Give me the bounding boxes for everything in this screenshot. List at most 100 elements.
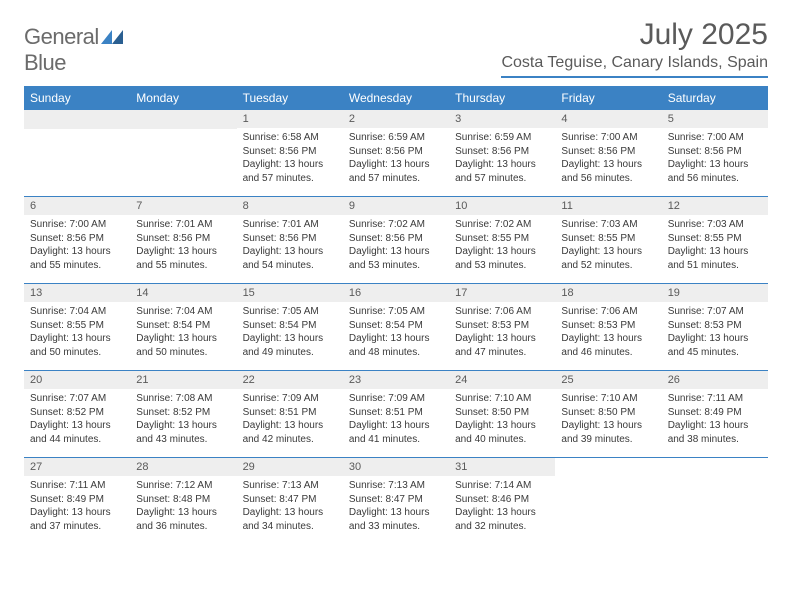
day-cell: 15Sunrise: 7:05 AMSunset: 8:54 PMDayligh… [237,284,343,370]
sunset-text: Sunset: 8:56 PM [668,145,762,159]
sunset-text: Sunset: 8:53 PM [668,319,762,333]
day-number: 19 [662,284,768,302]
day-cell: 10Sunrise: 7:02 AMSunset: 8:55 PMDayligh… [449,197,555,283]
day-number: 18 [555,284,661,302]
day-cell: 23Sunrise: 7:09 AMSunset: 8:51 PMDayligh… [343,371,449,457]
sunset-text: Sunset: 8:53 PM [455,319,549,333]
day-details: Sunrise: 7:03 AMSunset: 8:55 PMDaylight:… [662,215,768,276]
day-details: Sunrise: 7:13 AMSunset: 8:47 PMDaylight:… [343,476,449,537]
day-number: 22 [237,371,343,389]
sunrise-text: Sunrise: 7:06 AM [455,305,549,319]
day-header-tue: Tuesday [237,86,343,110]
sunset-text: Sunset: 8:56 PM [30,232,124,246]
day-details: Sunrise: 7:04 AMSunset: 8:55 PMDaylight:… [24,302,130,363]
daylight-text: Daylight: 13 hours and 36 minutes. [136,506,230,533]
sunrise-text: Sunrise: 7:01 AM [243,218,337,232]
day-details: Sunrise: 7:05 AMSunset: 8:54 PMDaylight:… [237,302,343,363]
daylight-text: Daylight: 13 hours and 55 minutes. [136,245,230,272]
day-number: 12 [662,197,768,215]
daylight-text: Daylight: 13 hours and 55 minutes. [30,245,124,272]
sunset-text: Sunset: 8:50 PM [561,406,655,420]
sunset-text: Sunset: 8:56 PM [243,232,337,246]
day-number [555,458,661,464]
day-details: Sunrise: 7:03 AMSunset: 8:55 PMDaylight:… [555,215,661,276]
day-number: 8 [237,197,343,215]
day-header-fri: Friday [555,86,661,110]
day-number: 28 [130,458,236,476]
sunset-text: Sunset: 8:47 PM [243,493,337,507]
day-number: 24 [449,371,555,389]
day-cell: 21Sunrise: 7:08 AMSunset: 8:52 PMDayligh… [130,371,236,457]
day-header-sat: Saturday [662,86,768,110]
day-cell: 12Sunrise: 7:03 AMSunset: 8:55 PMDayligh… [662,197,768,283]
daylight-text: Daylight: 13 hours and 38 minutes. [668,419,762,446]
sunset-text: Sunset: 8:54 PM [136,319,230,333]
day-cell: 26Sunrise: 7:11 AMSunset: 8:49 PMDayligh… [662,371,768,457]
sunrise-text: Sunrise: 7:08 AM [136,392,230,406]
sunset-text: Sunset: 8:56 PM [349,232,443,246]
sunrise-text: Sunrise: 7:00 AM [668,131,762,145]
sunrise-text: Sunrise: 7:00 AM [30,218,124,232]
day-details: Sunrise: 7:00 AMSunset: 8:56 PMDaylight:… [24,215,130,276]
day-cell: 28Sunrise: 7:12 AMSunset: 8:48 PMDayligh… [130,458,236,544]
logo-text-blue: Blue [24,50,66,75]
day-cell: 16Sunrise: 7:05 AMSunset: 8:54 PMDayligh… [343,284,449,370]
day-number: 10 [449,197,555,215]
day-number: 14 [130,284,236,302]
day-cell: 27Sunrise: 7:11 AMSunset: 8:49 PMDayligh… [24,458,130,544]
day-details: Sunrise: 7:09 AMSunset: 8:51 PMDaylight:… [237,389,343,450]
sunset-text: Sunset: 8:51 PM [243,406,337,420]
day-cell: 14Sunrise: 7:04 AMSunset: 8:54 PMDayligh… [130,284,236,370]
daylight-text: Daylight: 13 hours and 46 minutes. [561,332,655,359]
day-details: Sunrise: 7:04 AMSunset: 8:54 PMDaylight:… [130,302,236,363]
day-number: 1 [237,110,343,128]
daylight-text: Daylight: 13 hours and 42 minutes. [243,419,337,446]
daylight-text: Daylight: 13 hours and 32 minutes. [455,506,549,533]
sunrise-text: Sunrise: 7:13 AM [349,479,443,493]
day-details: Sunrise: 6:58 AMSunset: 8:56 PMDaylight:… [237,128,343,189]
day-number: 17 [449,284,555,302]
sunrise-text: Sunrise: 7:09 AM [349,392,443,406]
daylight-text: Daylight: 13 hours and 45 minutes. [668,332,762,359]
sunrise-text: Sunrise: 7:09 AM [243,392,337,406]
day-header-row: Sunday Monday Tuesday Wednesday Thursday… [24,86,768,110]
daylight-text: Daylight: 13 hours and 54 minutes. [243,245,337,272]
day-cell: 25Sunrise: 7:10 AMSunset: 8:50 PMDayligh… [555,371,661,457]
day-number: 3 [449,110,555,128]
day-details: Sunrise: 6:59 AMSunset: 8:56 PMDaylight:… [343,128,449,189]
day-cell: 31Sunrise: 7:14 AMSunset: 8:46 PMDayligh… [449,458,555,544]
day-number [130,110,236,129]
day-number: 2 [343,110,449,128]
sunset-text: Sunset: 8:48 PM [136,493,230,507]
logo: General Blue [24,24,123,76]
daylight-text: Daylight: 13 hours and 57 minutes. [455,158,549,185]
sunset-text: Sunset: 8:55 PM [668,232,762,246]
day-details: Sunrise: 7:12 AMSunset: 8:48 PMDaylight:… [130,476,236,537]
day-number: 16 [343,284,449,302]
day-cell: 9Sunrise: 7:02 AMSunset: 8:56 PMDaylight… [343,197,449,283]
day-cell: 24Sunrise: 7:10 AMSunset: 8:50 PMDayligh… [449,371,555,457]
location: Costa Teguise, Canary Islands, Spain [501,54,768,78]
day-details: Sunrise: 7:01 AMSunset: 8:56 PMDaylight:… [237,215,343,276]
day-number: 5 [662,110,768,128]
day-cell: 20Sunrise: 7:07 AMSunset: 8:52 PMDayligh… [24,371,130,457]
logo-text-gray: General [24,24,99,49]
day-cell: 22Sunrise: 7:09 AMSunset: 8:51 PMDayligh… [237,371,343,457]
daylight-text: Daylight: 13 hours and 40 minutes. [455,419,549,446]
week-row: 20Sunrise: 7:07 AMSunset: 8:52 PMDayligh… [24,370,768,457]
day-number: 31 [449,458,555,476]
day-cell: 19Sunrise: 7:07 AMSunset: 8:53 PMDayligh… [662,284,768,370]
daylight-text: Daylight: 13 hours and 37 minutes. [30,506,124,533]
sunrise-text: Sunrise: 7:10 AM [561,392,655,406]
sunrise-text: Sunrise: 7:07 AM [30,392,124,406]
sunset-text: Sunset: 8:50 PM [455,406,549,420]
day-number: 9 [343,197,449,215]
sunset-text: Sunset: 8:52 PM [136,406,230,420]
sunset-text: Sunset: 8:49 PM [30,493,124,507]
sunset-text: Sunset: 8:55 PM [561,232,655,246]
day-cell: 7Sunrise: 7:01 AMSunset: 8:56 PMDaylight… [130,197,236,283]
sunrise-text: Sunrise: 7:11 AM [668,392,762,406]
sunset-text: Sunset: 8:53 PM [561,319,655,333]
day-details: Sunrise: 7:14 AMSunset: 8:46 PMDaylight:… [449,476,555,537]
day-number: 11 [555,197,661,215]
